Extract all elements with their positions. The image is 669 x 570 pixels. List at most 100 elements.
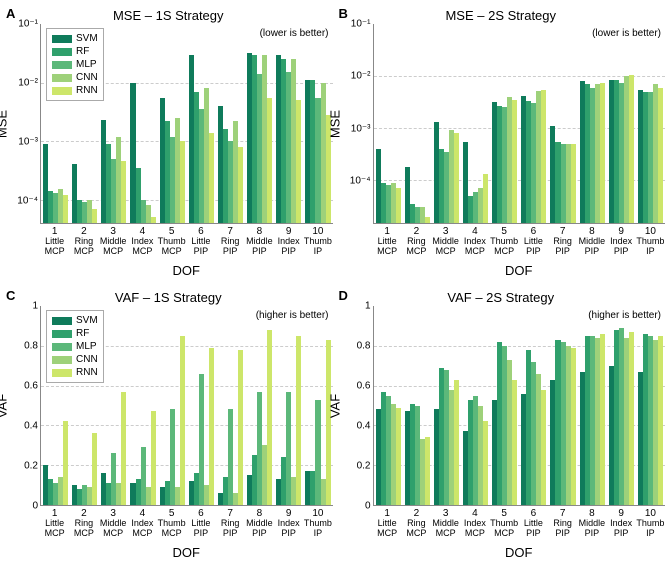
bar-group — [187, 306, 216, 505]
legend-item: MLP — [52, 340, 98, 353]
legend: SVMRFMLPCNNRNN — [46, 28, 104, 101]
bar — [238, 350, 243, 505]
bar-group — [607, 306, 636, 505]
plot-area: (lower is better) — [373, 24, 666, 224]
x-tick-line2: PIP — [274, 247, 303, 257]
x-tick-line2: MCP — [431, 529, 460, 539]
panel-D: DVAF – 2S StrategyVAF00.20.40.60.81(high… — [337, 286, 666, 562]
x-label: DOF — [40, 263, 333, 278]
x-tick-line2: MCP — [460, 247, 489, 257]
bar — [541, 90, 546, 223]
x-axis: 1LittleMCP2RingMCP3MiddleMCP4IndexMCP5Th… — [40, 506, 333, 562]
x-tick-line2: IP — [636, 529, 665, 539]
bar — [267, 98, 272, 223]
legend: SVMRFMLPCNNRNN — [46, 310, 104, 383]
bar-group — [636, 24, 665, 223]
y-label: VAF — [0, 394, 10, 418]
y-tick: 10⁻³ — [18, 136, 38, 147]
bar-group — [490, 24, 519, 223]
y-axis: MSE10⁻¹10⁻²10⁻³10⁻⁴ — [4, 24, 40, 224]
legend-label: CNN — [76, 353, 98, 366]
bar-group — [128, 306, 157, 505]
x-tick-line2: PIP — [577, 247, 606, 257]
plot-area: (higher is better)SVMRFMLPCNNRNN — [40, 306, 333, 506]
y-axis: VAF00.20.40.60.81 — [4, 306, 40, 506]
bar-group — [403, 306, 432, 505]
bar-group — [245, 306, 274, 505]
legend-item: RF — [52, 45, 98, 58]
y-label: MSE — [327, 110, 342, 138]
chart-note: (higher is better) — [588, 310, 661, 321]
bar — [512, 100, 517, 223]
y-tick: 1 — [365, 301, 371, 312]
chart-row: MSE10⁻¹10⁻²10⁻³10⁻⁴ (lower is better) SVMR… — [4, 24, 333, 224]
panel-title: MSE – 1S Strategy — [4, 4, 333, 24]
x-tick-line2: MCP — [373, 529, 402, 539]
bars-container — [374, 306, 666, 505]
y-label: VAF — [327, 394, 342, 418]
bar — [180, 141, 185, 223]
panel-title: MSE – 2S Strategy — [337, 4, 666, 24]
bar-group — [519, 306, 548, 505]
x-tick-line2: MCP — [402, 529, 431, 539]
bar — [180, 336, 185, 505]
bar — [228, 409, 233, 505]
bar-group — [158, 24, 187, 223]
bar-group — [274, 306, 303, 505]
legend-label: RF — [76, 327, 89, 340]
bar — [512, 380, 517, 505]
legend-swatch — [52, 330, 72, 338]
x-tick-line2: PIP — [519, 247, 548, 257]
x-tick-line2: IP — [636, 247, 665, 257]
bar — [151, 411, 156, 505]
legend-swatch — [52, 356, 72, 364]
legend-swatch — [52, 343, 72, 351]
bar — [425, 217, 430, 224]
panel-title: VAF – 2S Strategy — [337, 286, 666, 306]
panel-letter: A — [6, 6, 15, 21]
bar-group — [99, 24, 128, 223]
x-tick-line2: PIP — [245, 529, 274, 539]
bar — [454, 380, 459, 505]
legend-swatch — [52, 35, 72, 43]
bar-group — [374, 24, 403, 223]
bar-group — [403, 24, 432, 223]
y-label: MSE — [0, 110, 10, 138]
bar — [396, 188, 401, 223]
bar — [454, 133, 459, 223]
x-tick-line2: MCP — [431, 247, 460, 257]
x-tick-line2: MCP — [128, 247, 157, 257]
legend-swatch — [52, 61, 72, 69]
bar — [658, 336, 663, 505]
bar — [92, 433, 97, 505]
legend-swatch — [52, 74, 72, 82]
bar — [396, 408, 401, 506]
panel-title: VAF – 1S Strategy — [4, 286, 333, 306]
bar — [121, 392, 126, 505]
bar-group — [636, 306, 665, 505]
x-tick-line2: MCP — [490, 247, 519, 257]
x-tick-line2: PIP — [519, 529, 548, 539]
chart-row: VAF00.20.40.60.81(higher is better)SVMRF… — [4, 306, 333, 506]
x-tick-line2: MCP — [490, 529, 519, 539]
chart-note: (lower is better) — [260, 28, 329, 39]
panel-B: BMSE – 2S StrategyMSE10⁻¹10⁻²10⁻³10⁻⁴(lo… — [337, 4, 666, 280]
x-tick-line2: MCP — [373, 247, 402, 257]
bar — [326, 340, 331, 505]
bar — [600, 334, 605, 505]
legend-label: MLP — [76, 58, 97, 71]
bar-group — [216, 24, 245, 223]
bar-group — [245, 24, 274, 223]
bar — [296, 100, 301, 223]
x-tick-line2: MCP — [69, 529, 98, 539]
legend-item: RF — [52, 327, 98, 340]
plot-area: (lower is better) SVMRFMLPCNNRNN — [40, 24, 333, 224]
bar — [600, 83, 605, 223]
panel-letter: B — [339, 6, 348, 21]
bar — [483, 174, 488, 223]
bar — [151, 217, 156, 223]
bar-group — [158, 306, 187, 505]
bar — [92, 209, 97, 223]
x-tick-line2: PIP — [548, 247, 577, 257]
bar-group — [548, 24, 577, 223]
